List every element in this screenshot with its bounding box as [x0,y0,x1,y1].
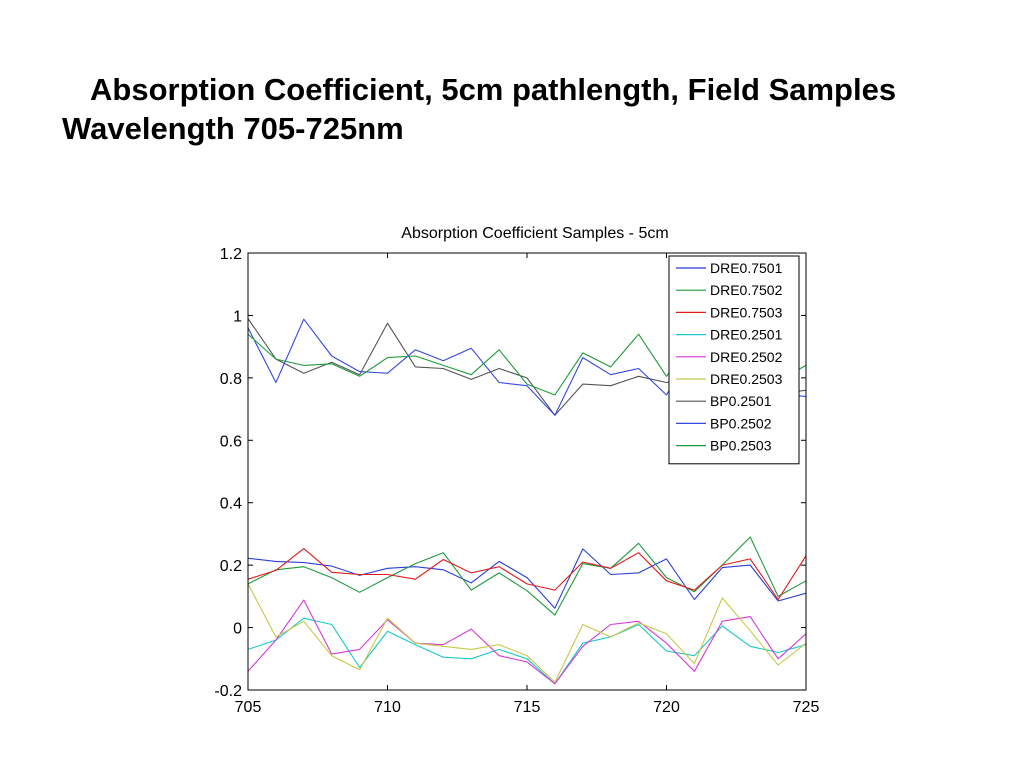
y-tick-label: 1 [233,308,242,325]
slide-title: Absorption Coefficient, 5cm pathlength, … [62,72,897,146]
x-tick-label: 725 [793,699,820,716]
series-line-dre0-7503 [248,548,806,601]
series-lines [248,318,806,685]
x-tick-label: 710 [374,699,401,716]
x-tick-label: 715 [514,699,541,716]
legend: DRE0.7501 DRE0.7502 DRE0.7503 DRE0.2501 DRE0… [668,255,800,465]
y-tick-label: 0.4 [220,496,242,513]
legend-label: DRE0.7501 [710,260,783,276]
x-tick-label: 705 [235,699,262,716]
y-tick-label: 0 [233,621,242,638]
legend-label: DRE0.7502 [710,282,783,298]
legend-label: BP0.2503 [710,438,772,454]
legend-label: DRE0.7503 [710,304,783,320]
series-line-dre0-2501 [248,617,806,685]
legend-label: DRE0.2501 [710,327,783,343]
x-tick-label: 720 [653,699,680,716]
y-tick-label: -0.2 [214,683,242,700]
y-tick-label: 0.2 [220,558,242,575]
legend-label: BP0.2502 [710,415,772,431]
legend-label: DRE0.2502 [710,349,783,365]
legend-label: BP0.2501 [710,393,772,409]
series-line-dre0-2503 [248,583,806,683]
y-tick-label: 0.6 [220,433,242,450]
series-line-dre0-2502 [248,599,806,685]
series-line-dre0-7501 [248,548,806,609]
chart-title: Absorption Coefficient Samples - 5cm [401,225,668,242]
y-tick-label: 0.8 [220,371,242,388]
axes: 705 710 715 720 725 -0.2 0 0.2 0.4 0.6 0.8 1 1.2 [214,246,819,716]
legend-label: DRE0.2503 [710,371,783,387]
y-tick-label: 1.2 [220,246,242,263]
